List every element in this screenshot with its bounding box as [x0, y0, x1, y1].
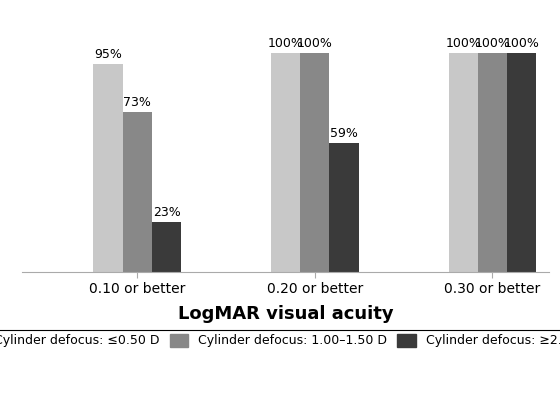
Text: 100%: 100% [445, 37, 481, 50]
Text: 95%: 95% [94, 48, 122, 61]
Text: 59%: 59% [330, 127, 358, 140]
Bar [123, 112, 152, 272]
Text: 100%: 100% [268, 37, 304, 50]
X-axis label: LogMAR visual acuity: LogMAR visual acuity [178, 305, 394, 323]
Text: 100%: 100% [297, 37, 333, 50]
Bar [449, 53, 478, 272]
Text: 100%: 100% [474, 37, 510, 50]
Text: 73%: 73% [123, 96, 151, 110]
Bar [94, 64, 123, 272]
Text: 100%: 100% [503, 37, 540, 50]
Bar [507, 53, 536, 272]
Bar [152, 222, 181, 272]
Bar [271, 53, 300, 272]
Bar [478, 53, 507, 272]
Bar [329, 143, 359, 272]
Text: 23%: 23% [153, 206, 180, 219]
Legend: Cylinder defocus: ≤0.50 D, Cylinder defocus: 1.00–1.50 D, Cylinder defocus: ≥2.0: Cylinder defocus: ≤0.50 D, Cylinder defo… [0, 334, 560, 347]
Bar [300, 53, 329, 272]
